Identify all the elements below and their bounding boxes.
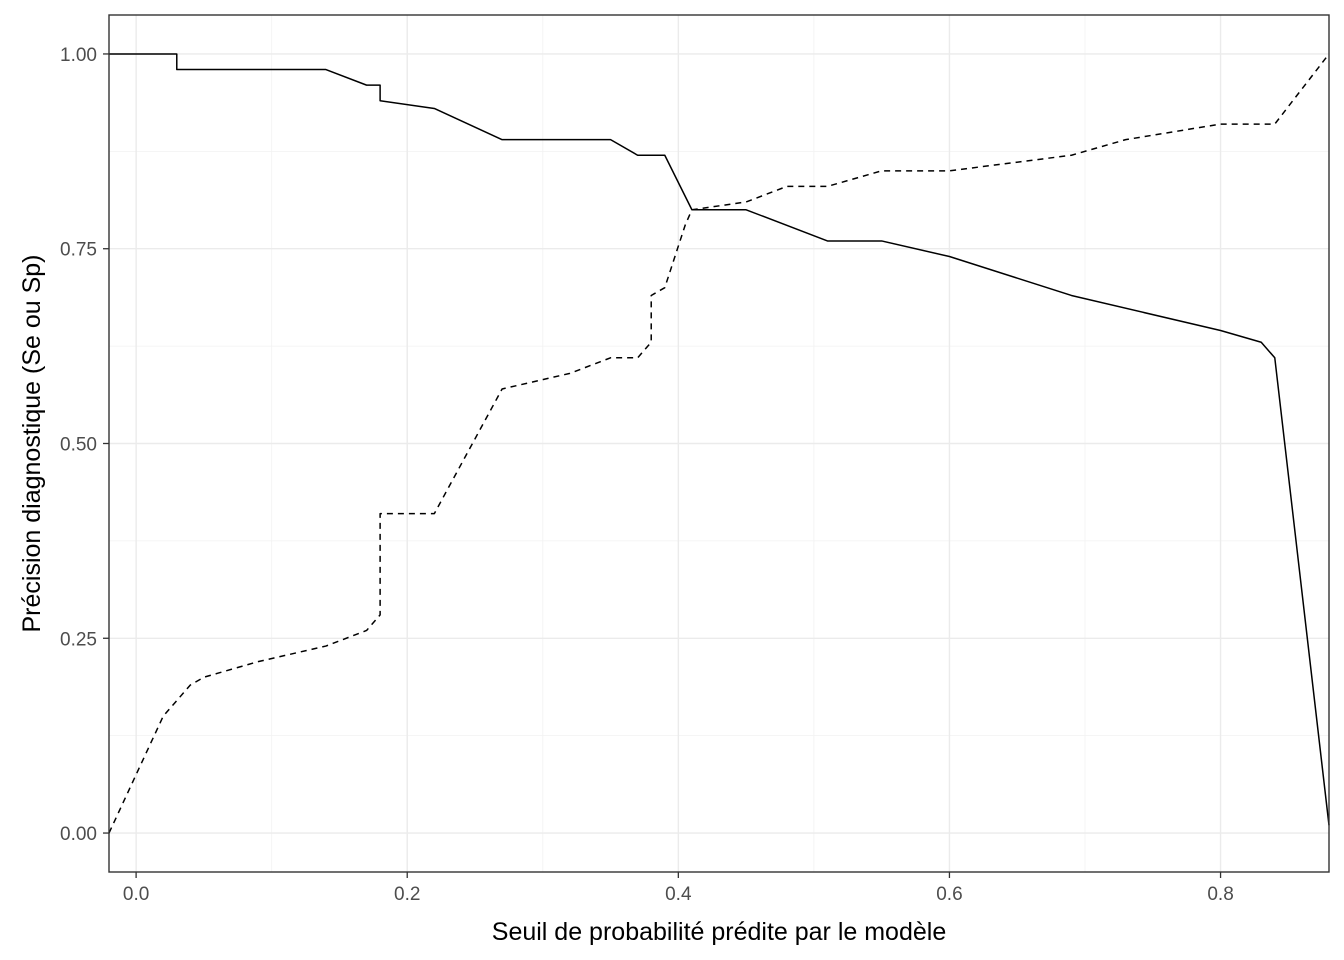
x-tick-label: 0.8 <box>1207 884 1233 905</box>
y-tick-label: 0.75 <box>60 240 97 261</box>
dashed-series-line <box>108 53 1330 834</box>
plot-panel <box>108 14 1330 873</box>
y-tick-label: 0.50 <box>60 435 97 456</box>
minor-gridlines <box>109 15 1329 872</box>
y-axis: 0.00 0.25 0.50 0.75 1.00 <box>60 45 109 845</box>
x-axis-title: Seuil de probabilité prédite par le modè… <box>492 918 946 946</box>
x-tick-label: 0.6 <box>936 884 962 905</box>
series-layer <box>108 53 1330 834</box>
x-tick-label: 0.0 <box>123 884 149 905</box>
x-tick-label: 0.4 <box>665 884 692 905</box>
y-axis-title: Précision diagnostique (Se ou Sp) <box>18 254 46 632</box>
x-tick-label: 0.2 <box>394 884 420 905</box>
y-tick-label: 0.25 <box>60 629 97 650</box>
solid-series-line <box>109 53 1330 826</box>
y-tick-label: 1.00 <box>60 45 97 66</box>
y-tick-label: 0.00 <box>60 824 97 845</box>
major-gridlines <box>109 15 1329 872</box>
x-axis: 0.0 0.2 0.4 0.6 0.8 <box>123 872 1234 905</box>
